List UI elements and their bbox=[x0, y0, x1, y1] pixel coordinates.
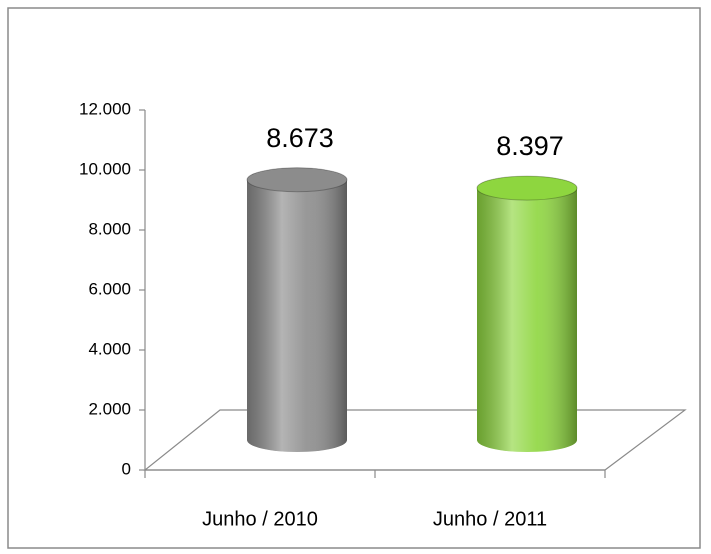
y-tick-label: 8.000 bbox=[88, 219, 131, 238]
bar-shading bbox=[477, 176, 577, 452]
bar-top bbox=[476, 175, 578, 201]
bar-top bbox=[246, 167, 348, 193]
y-tick-label: 10.000 bbox=[79, 159, 131, 178]
y-tick-label: 2.000 bbox=[88, 399, 131, 418]
y-tick-label: 6.000 bbox=[88, 279, 131, 298]
data-label: 8.397 bbox=[496, 131, 564, 161]
y-tick-label: 0 bbox=[122, 459, 131, 478]
data-label: 8.673 bbox=[266, 123, 334, 153]
y-tick-label: 4.000 bbox=[88, 339, 131, 358]
y-tick-label: 12.000 bbox=[79, 99, 131, 118]
x-tick-label: Junho / 2010 bbox=[202, 508, 318, 530]
chart-frame bbox=[7, 7, 701, 549]
category-ticks bbox=[144, 470, 606, 478]
x-tick-label: Junho / 2011 bbox=[433, 508, 547, 530]
bar-shading bbox=[247, 167, 347, 452]
